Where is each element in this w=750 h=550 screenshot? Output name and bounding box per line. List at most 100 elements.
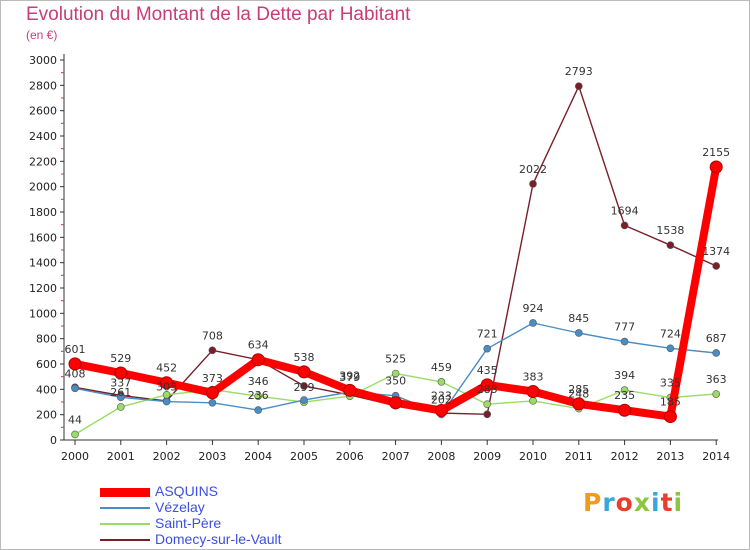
y-tick-label: 2600 bbox=[29, 105, 57, 118]
data-label-asquins: 529 bbox=[110, 352, 131, 365]
y-tick-label: 0 bbox=[50, 434, 57, 447]
data-label-asquins: 601 bbox=[65, 343, 86, 356]
brand-letter: i bbox=[651, 488, 661, 517]
data-point-saint-p-re bbox=[391, 369, 400, 378]
data-label-v-zelay: 687 bbox=[706, 332, 727, 345]
data-label-asquins: 185 bbox=[660, 396, 681, 409]
series-asquins bbox=[68, 160, 723, 424]
chart-subtitle: (en €) bbox=[26, 28, 58, 42]
data-point-asquins bbox=[114, 366, 128, 380]
data-point-v-zelay bbox=[254, 406, 263, 414]
data-label-v-zelay: 408 bbox=[65, 367, 86, 380]
data-label-domecy-sur-le-vault: 1694 bbox=[611, 204, 639, 217]
brand-letter: i bbox=[673, 488, 684, 517]
legend-item-saint-p-re: Saint-Père bbox=[100, 515, 360, 532]
legend-label: ASQUINS bbox=[155, 483, 219, 499]
data-point-asquins bbox=[343, 383, 357, 397]
y-tick-label: 1400 bbox=[29, 257, 57, 270]
data-point-asquins bbox=[68, 357, 82, 371]
legend-label: Vézelay bbox=[155, 499, 205, 515]
x-tick-label: 2012 bbox=[611, 450, 639, 463]
data-point-v-zelay bbox=[300, 396, 308, 404]
data-label-saint-p-re: 283 bbox=[477, 383, 498, 396]
x-tick-label: 2004 bbox=[244, 450, 272, 463]
data-point-v-zelay bbox=[483, 344, 492, 353]
data-point-v-zelay bbox=[620, 337, 629, 346]
y-tick-label: 2800 bbox=[29, 79, 57, 92]
data-point-asquins bbox=[618, 403, 632, 417]
chart-label-layer: 708 2022 2793 1694 1538 1374 44 261 346 299 525 459… bbox=[65, 65, 731, 426]
data-label-v-zelay: 924 bbox=[523, 302, 544, 315]
data-label-domecy-sur-le-vault: 1538 bbox=[656, 224, 684, 237]
data-label-v-zelay: 350 bbox=[385, 375, 406, 388]
x-tick-label: 2000 bbox=[61, 450, 89, 463]
chart-series-layer bbox=[68, 82, 723, 439]
legend-label: Saint-Père bbox=[155, 515, 222, 531]
y-tick-label: 800 bbox=[36, 333, 57, 346]
data-label-saint-p-re: 459 bbox=[431, 361, 452, 374]
data-label-saint-p-re: 346 bbox=[248, 375, 269, 388]
data-label-saint-p-re: 44 bbox=[68, 413, 82, 426]
chart-legend: ASQUINS Vézelay Saint-Père Domecy-sur-le-Va… bbox=[100, 483, 360, 548]
data-point-domecy-sur-le-vault bbox=[208, 346, 217, 355]
data-label-v-zelay: 303 bbox=[156, 381, 177, 394]
x-tick-label: 2005 bbox=[290, 450, 318, 463]
data-point-domecy-sur-le-vault bbox=[483, 410, 492, 419]
x-tick-label: 2003 bbox=[198, 450, 226, 463]
chart-title: Evolution du Montant de la Dette par Hab… bbox=[26, 4, 411, 25]
data-point-asquins bbox=[434, 403, 448, 417]
data-point-v-zelay bbox=[162, 397, 171, 406]
y-tick-label: 1200 bbox=[29, 282, 57, 295]
data-point-saint-p-re bbox=[529, 397, 537, 405]
x-tick-label: 2008 bbox=[427, 450, 455, 463]
data-label-saint-p-re: 261 bbox=[110, 386, 131, 399]
data-label-saint-p-re: 248 bbox=[568, 388, 589, 401]
x-tick-label: 2007 bbox=[382, 450, 410, 463]
legend-item-v-zelay: Vézelay bbox=[100, 499, 360, 516]
y-tick-label: 1000 bbox=[29, 307, 57, 320]
data-point-saint-p-re bbox=[117, 403, 125, 411]
data-label-asquins: 285 bbox=[568, 383, 589, 396]
data-label-asquins: 373 bbox=[202, 372, 223, 385]
data-point-v-zelay bbox=[71, 384, 79, 393]
data-point-asquins bbox=[526, 384, 540, 398]
x-tick-label: 2002 bbox=[153, 450, 181, 463]
data-label-asquins: 383 bbox=[523, 370, 544, 383]
data-point-asquins bbox=[709, 160, 723, 174]
chart-axes: 0 200 400 600 800 1000 1200 1400 1600 1800 2000 220… bbox=[29, 54, 730, 463]
y-tick-label: 600 bbox=[36, 358, 57, 371]
legend-swatch bbox=[100, 507, 150, 509]
data-point-v-zelay bbox=[117, 393, 125, 402]
data-label-asquins: 452 bbox=[156, 362, 177, 375]
legend-label: Domecy-sur-le-Vault bbox=[155, 531, 282, 547]
data-label-asquins: 538 bbox=[294, 351, 315, 364]
legend-item-domecy-sur-le-vault: Domecy-sur-le-Vault bbox=[100, 531, 360, 548]
x-tick-label: 2014 bbox=[702, 450, 730, 463]
data-point-saint-p-re bbox=[254, 392, 263, 400]
data-point-saint-p-re bbox=[483, 400, 492, 408]
data-point-asquins bbox=[205, 386, 219, 400]
x-tick-label: 2009 bbox=[473, 450, 501, 463]
data-label-domecy-sur-le-vault: 708 bbox=[202, 329, 223, 342]
y-tick-label: 1800 bbox=[29, 206, 57, 219]
data-point-domecy-sur-le-vault bbox=[300, 382, 308, 390]
data-point-asquins bbox=[663, 410, 677, 424]
data-label-v-zelay: 337 bbox=[110, 376, 131, 389]
data-point-asquins bbox=[389, 396, 403, 410]
legend-swatch bbox=[100, 487, 150, 497]
data-label-v-zelay: 202 bbox=[431, 393, 452, 406]
data-label-v-zelay: 236 bbox=[248, 389, 269, 402]
data-label-v-zelay: 724 bbox=[660, 327, 681, 340]
data-point-domecy-sur-le-vault bbox=[529, 180, 537, 188]
data-point-asquins bbox=[480, 378, 494, 392]
data-point-asquins bbox=[160, 376, 174, 390]
data-point-v-zelay bbox=[529, 319, 537, 327]
data-label-v-zelay: 379 bbox=[339, 371, 360, 384]
data-label-domecy-sur-le-vault: 2022 bbox=[519, 163, 547, 176]
y-tick-label: 3000 bbox=[29, 54, 57, 67]
data-point-asquins bbox=[297, 365, 311, 379]
data-point-v-zelay bbox=[712, 349, 721, 357]
data-label-saint-p-re: 299 bbox=[294, 381, 315, 394]
data-label-domecy-sur-le-vault: 2793 bbox=[565, 65, 593, 78]
